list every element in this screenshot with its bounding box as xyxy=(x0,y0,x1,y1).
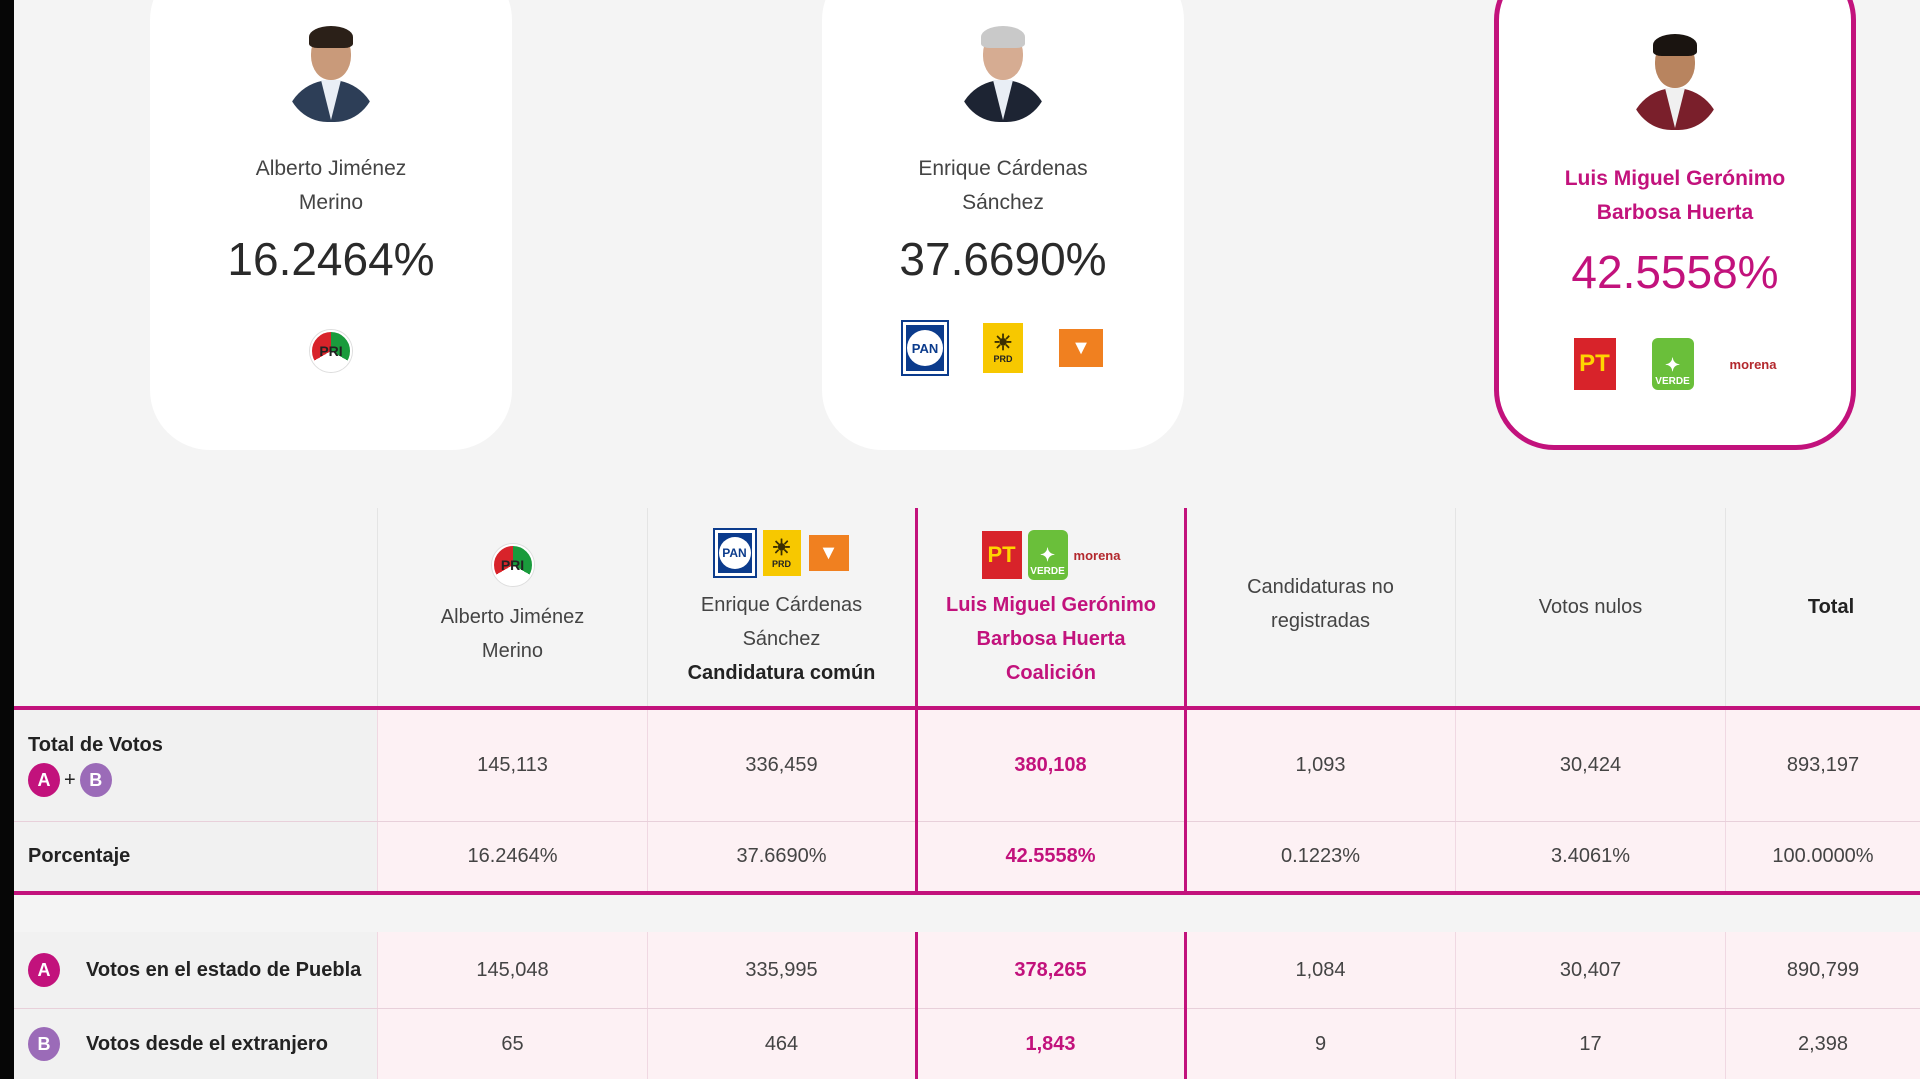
table-cell: 30,424 xyxy=(1456,710,1726,821)
table-cell: 380,108 xyxy=(916,710,1186,821)
candidate-percentage: 37.6690% xyxy=(899,233,1107,285)
table-cell: 30,407 xyxy=(1456,932,1726,1008)
coalition-border-right xyxy=(1184,508,1187,894)
table-header-votos-nulos: Votos nulos xyxy=(1456,508,1726,708)
table-cell: 890,799 xyxy=(1726,932,1920,1008)
pt-logo-icon: PT xyxy=(1573,338,1616,390)
badge-a-icon: A xyxy=(28,953,60,987)
badge-b-icon: B xyxy=(79,763,112,797)
table-cell: 335,995 xyxy=(648,932,916,1008)
candidate-name: Luis Miguel Gerónimo Barbosa Huerta xyxy=(1564,167,1786,224)
morena-logo-icon: morena xyxy=(1073,547,1121,563)
table-cell: 2,398 xyxy=(1726,1009,1920,1079)
coalition-border-right xyxy=(1184,932,1187,1079)
verde-logo-icon: ✦ VERDE xyxy=(1651,338,1694,390)
verde-logo-icon: ✦ VERDE xyxy=(1027,530,1068,580)
table-cell: 145,113 xyxy=(378,710,648,821)
badge-a-icon: A xyxy=(28,763,60,797)
table-cell: 0.1223% xyxy=(1186,822,1456,891)
candidate-card-cardenas[interactable]: Enrique Cárdenas Sánchez 37.6690% PAN ☀ P… xyxy=(822,0,1184,450)
table-cell: 17 xyxy=(1456,1009,1726,1079)
table-cell: 378,265 xyxy=(916,932,1186,1008)
party-logos: PAN ☀ PRD ▼ xyxy=(822,322,1184,374)
row-label: Total de Votos A + B xyxy=(14,710,378,821)
table-cell: 9 xyxy=(1186,1009,1456,1079)
table-cell: 65 xyxy=(378,1009,648,1079)
candidate-card-barbosa[interactable]: Luis Miguel Gerónimo Barbosa Huerta 42.5… xyxy=(1494,0,1856,450)
table-cell: 145,048 xyxy=(378,932,648,1008)
prd-logo-icon: ☀ PRD xyxy=(762,530,801,576)
table-cell: 42.5558% xyxy=(916,822,1186,891)
candidate-name: Enrique Cárdenas Sánchez xyxy=(918,157,1088,214)
coalition-border-left xyxy=(915,932,918,1079)
party-logos: PT ✦ VERDE morena xyxy=(1499,338,1851,390)
table-row-extranjero: B Votos desde el extranjero 65 464 1,843… xyxy=(14,1009,1920,1079)
movimiento-ciudadano-logo-icon: ▼ xyxy=(1059,329,1103,367)
prd-logo-icon: ☀ PRD xyxy=(983,323,1023,373)
table-header-cardenas: PAN ☀ PRD ▼ Enrique Cárdenas Sánchez Cand… xyxy=(648,508,916,708)
pri-logo-icon: PRI xyxy=(491,544,534,586)
pan-logo-icon: PAN xyxy=(903,322,947,374)
party-logos: PRI xyxy=(150,330,512,372)
candidate-photo xyxy=(957,22,1049,122)
morena-logo-icon: morena xyxy=(1729,356,1777,372)
coalition-border-left xyxy=(915,508,918,894)
table-row-estado: A Votos en el estado de Puebla 145,048 3… xyxy=(14,932,1920,1008)
table-divider xyxy=(14,706,1920,710)
row-label: B Votos desde el extranjero xyxy=(14,1009,378,1079)
table-cell: 464 xyxy=(648,1009,916,1079)
table-header-total: Total xyxy=(1726,508,1920,708)
row-divider xyxy=(14,1008,1920,1009)
table-row-total: Total de Votos A + B 145,113 336,459 380… xyxy=(14,710,1920,821)
table-cell: 893,197 xyxy=(1726,710,1920,821)
table-cell: 100.0000% xyxy=(1726,822,1920,891)
candidate-name: Alberto Jiménez Merino xyxy=(255,157,407,214)
table-cell: 3.4061% xyxy=(1456,822,1726,891)
candidate-photo xyxy=(285,22,377,122)
table-cell: 1,084 xyxy=(1186,932,1456,1008)
candidate-percentage: 16.2464% xyxy=(227,233,435,285)
table-cell: 1,093 xyxy=(1186,710,1456,821)
left-edge-bar xyxy=(0,0,14,1079)
pt-logo-icon: PT xyxy=(981,531,1022,579)
table-divider xyxy=(14,891,1920,895)
table-row-porcentaje: Porcentaje 16.2464% 37.6690% 42.5558% 0.… xyxy=(14,822,1920,891)
badge-b-icon: B xyxy=(28,1027,60,1061)
row-label: A Votos en el estado de Puebla xyxy=(14,932,378,1008)
pan-logo-icon: PAN xyxy=(714,530,755,576)
movimiento-ciudadano-logo-icon: ▼ xyxy=(808,535,849,571)
table-header-no-registradas: Candidaturas no registradas xyxy=(1186,508,1456,708)
table-cell: 336,459 xyxy=(648,710,916,821)
table-cell: 37.6690% xyxy=(648,822,916,891)
table-cell: 1,843 xyxy=(916,1009,1186,1079)
candidate-card-jimenez[interactable]: Alberto Jiménez Merino 16.2464% PRI xyxy=(150,0,512,450)
table-header-empty xyxy=(14,508,378,708)
candidate-percentage: 42.5558% xyxy=(1571,246,1779,298)
row-label: Porcentaje xyxy=(14,822,378,891)
row-divider xyxy=(14,821,1920,822)
table-header-jimenez: PRI Alberto Jiménez Merino xyxy=(378,508,648,708)
table-cell: 16.2464% xyxy=(378,822,648,891)
table-header-barbosa: PT ✦ VERDE morena Luis Miguel Gerónimo Ba… xyxy=(916,508,1186,708)
candidate-photo xyxy=(1629,30,1721,130)
pri-logo-icon: PRI xyxy=(310,330,352,372)
